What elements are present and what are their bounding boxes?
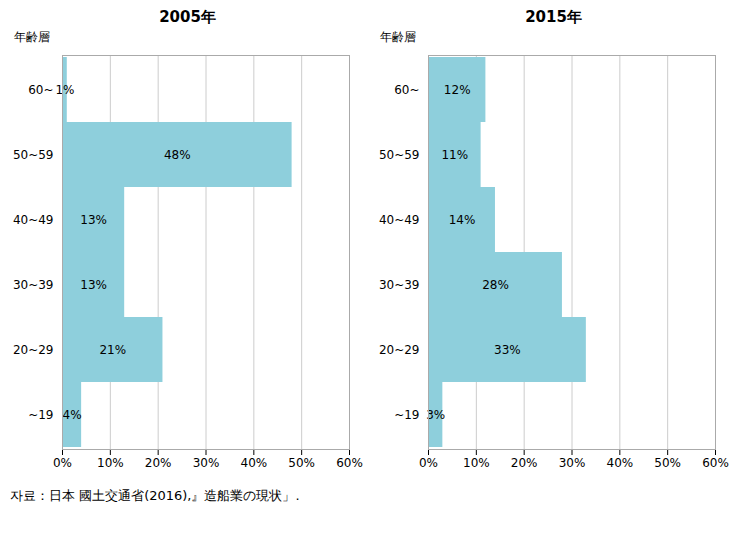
- svg-text:~19: ~19: [28, 408, 53, 422]
- svg-text:28%: 28%: [482, 278, 509, 292]
- svg-text:1%: 1%: [55, 83, 74, 97]
- svg-text:40~49: 40~49: [13, 213, 54, 227]
- svg-text:21%: 21%: [99, 343, 126, 357]
- svg-text:12%: 12%: [444, 83, 471, 97]
- svg-text:4%: 4%: [63, 408, 82, 422]
- svg-text:年齢層: 年齢層: [380, 30, 416, 44]
- svg-text:50%: 50%: [288, 456, 315, 470]
- svg-text:50~59: 50~59: [13, 148, 54, 162]
- svg-text:48%: 48%: [164, 148, 191, 162]
- svg-text:13%: 13%: [80, 278, 107, 292]
- svg-text:60~: 60~: [394, 83, 419, 97]
- svg-text:20~29: 20~29: [13, 343, 54, 357]
- svg-text:60%: 60%: [336, 456, 363, 470]
- html-text:2005年: 2005年: [159, 8, 216, 26]
- svg-text:14%: 14%: [449, 213, 476, 227]
- svg-text:60~: 60~: [28, 83, 53, 97]
- svg-text:13%: 13%: [80, 213, 107, 227]
- svg-text:年齢層: 年齢層: [14, 30, 50, 44]
- html-text:자료：日本 國土交通省(2016),』造船業の現状」.: 자료：日本 國土交通省(2016),』造船業の現状」.: [10, 488, 300, 503]
- svg-text:40%: 40%: [606, 456, 633, 470]
- svg-text:40~49: 40~49: [379, 213, 420, 227]
- svg-text:3%: 3%: [426, 408, 445, 422]
- svg-text:10%: 10%: [97, 456, 124, 470]
- svg-text:50~59: 50~59: [379, 148, 420, 162]
- svg-text:40%: 40%: [240, 456, 267, 470]
- svg-text:30%: 30%: [559, 456, 586, 470]
- svg-text:20%: 20%: [511, 456, 538, 470]
- svg-text:20%: 20%: [145, 456, 172, 470]
- svg-text:33%: 33%: [494, 343, 521, 357]
- html-text:2015年: 2015年: [525, 8, 582, 26]
- svg-text:50%: 50%: [654, 456, 681, 470]
- svg-text:20~29: 20~29: [379, 343, 420, 357]
- svg-text:0%: 0%: [53, 456, 72, 470]
- svg-text:60%: 60%: [702, 456, 729, 470]
- svg-text:30~39: 30~39: [379, 278, 420, 292]
- svg-text:10%: 10%: [463, 456, 490, 470]
- svg-text:30~39: 30~39: [13, 278, 54, 292]
- svg-text:30%: 30%: [193, 456, 220, 470]
- svg-text:~19: ~19: [394, 408, 419, 422]
- svg-text:0%: 0%: [419, 456, 438, 470]
- svg-text:11%: 11%: [441, 148, 468, 162]
